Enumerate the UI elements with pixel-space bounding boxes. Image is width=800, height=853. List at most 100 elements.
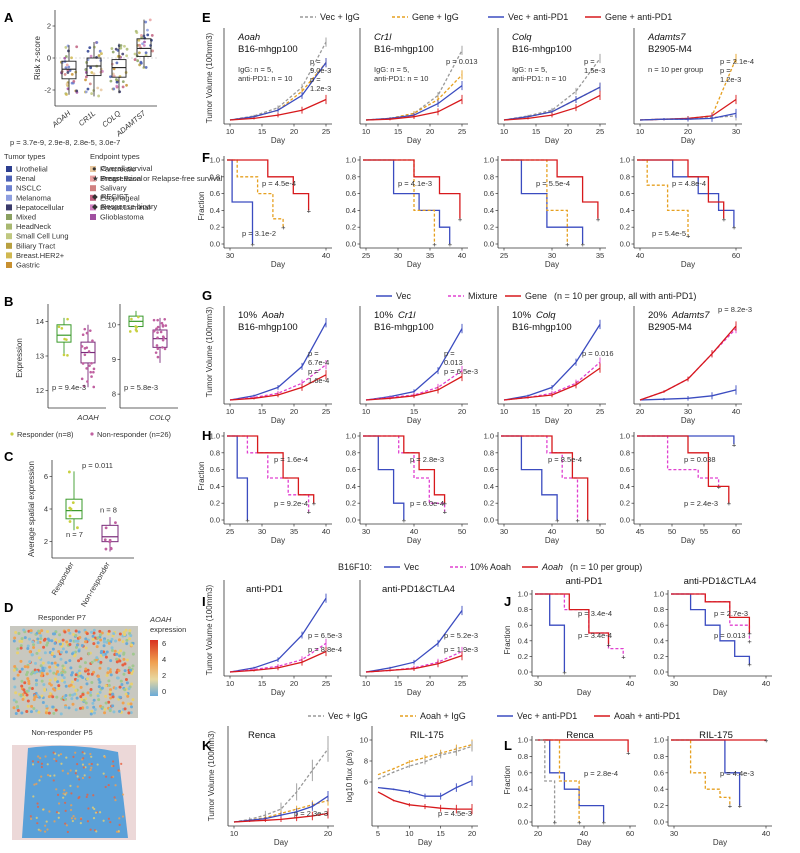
endpoint-symbol: ◆ — [92, 202, 98, 211]
panel-D-spot — [91, 634, 95, 638]
panel-B-point — [160, 321, 164, 325]
panel-F-2-censor-mark: + — [581, 240, 586, 249]
panel-D-spot-nr — [81, 751, 84, 754]
panel-A-point — [86, 49, 90, 53]
panel-A-ytick-label: 2 — [47, 22, 51, 31]
panel-D-spot — [79, 695, 83, 699]
panel-D-spot — [109, 696, 113, 700]
panel-F-3-censor-mark: + — [686, 232, 691, 241]
panel-F-xlabel: Day — [545, 260, 559, 269]
panel-label-B: B — [4, 294, 13, 309]
panel-D-spot — [98, 690, 102, 694]
panel-D-spot — [123, 669, 127, 673]
panel-I-xlabel: Day — [407, 688, 421, 697]
panel-H-2-censor-mark: + — [555, 516, 560, 525]
panel-B-point — [80, 345, 84, 348]
panel-D-spot — [117, 638, 121, 642]
panel-D-spot — [93, 711, 97, 715]
panel-D-spot — [52, 654, 56, 658]
panel-K-ylabel: Tumor Volume (100mm3) — [207, 730, 216, 821]
panel-G-title-gene: Cr1l — [398, 310, 416, 321]
panel-D-spot-nr — [90, 762, 93, 766]
panel-L-1-ytick-label: 0.8 — [654, 752, 664, 761]
panel-D-spot — [65, 640, 69, 644]
panel-D-spot — [121, 701, 125, 705]
panel-K-pval: p = 2.3e-3 — [294, 809, 328, 818]
panel-label-I: I — [202, 594, 206, 609]
panel-D-spot — [69, 666, 73, 670]
panel-D-spot — [45, 672, 49, 676]
panel-D-spot-nr — [90, 766, 93, 769]
panel-D-spot — [126, 702, 130, 706]
panel-D-spot-nr — [102, 819, 105, 822]
panel-D-spot — [121, 640, 125, 644]
panel-D-spot-nr — [36, 802, 39, 805]
panel-F-1-km-curve — [363, 159, 436, 244]
panel-D-spot-nr — [113, 796, 116, 799]
panel-D-spot — [25, 670, 29, 674]
panel-D-spot-nr — [42, 808, 45, 811]
panel-H-ylabel: Fraction — [197, 462, 206, 491]
panel-D-spot — [31, 670, 35, 674]
panel-D-spot — [107, 684, 111, 688]
panel-K-1-xtick-label: 10 — [405, 829, 413, 838]
panel-D-spot-nr — [62, 792, 65, 795]
panel-C-point — [71, 501, 75, 505]
panel-L-0-ytick-label: 0.6 — [518, 768, 528, 777]
panel-D-spot — [14, 691, 18, 695]
panel-H-2-ytick-label: 0.6 — [484, 465, 494, 474]
panel-D-spot — [97, 685, 101, 689]
panel-A-point — [125, 83, 128, 87]
panel-A-point — [119, 46, 123, 50]
endpoint-label: Response binary — [101, 202, 158, 211]
panel-D-spot — [91, 701, 95, 705]
panel-D-spot-nr — [104, 775, 108, 778]
panel-B-point — [83, 327, 87, 331]
panel-G-2-xtick-label: 15 — [532, 407, 540, 416]
panel-G-1-xtick-label: 20 — [458, 407, 466, 416]
panel-D-spot — [26, 704, 30, 708]
panel-H-2-km-curve — [501, 435, 558, 520]
panel-C-ytick-label: 6 — [44, 472, 48, 481]
panel-H-pval: p = 2.4e-3 — [684, 499, 718, 508]
panel-D-spot-nr — [89, 828, 92, 831]
panel-I-legend-label: Vec — [404, 562, 420, 572]
panel-A-ylabel: Risk z-score — [33, 35, 42, 80]
panel-D-spot-nr — [70, 804, 73, 807]
panel-K-legend-label: Vec + anti-PD1 — [517, 711, 577, 721]
panel-D-spot-nr — [104, 785, 107, 789]
panel-E-pval: 1.5e-3 — [584, 66, 605, 75]
panel-E-1-xtick-label: 15 — [394, 127, 402, 136]
panel-A-box — [136, 38, 152, 57]
panel-B-legend-responder: Responder (n=8) — [17, 430, 74, 439]
panel-D-spot — [61, 647, 65, 651]
panel-D-spot-nr — [92, 817, 96, 820]
panel-D-spot — [108, 670, 112, 674]
panel-D-spot — [98, 629, 102, 633]
panel-B-point — [162, 336, 166, 340]
panel-B-ytick-label: 8 — [112, 390, 116, 399]
panel-B-point — [152, 329, 156, 333]
panel-D-spot — [63, 630, 67, 634]
panel-D-spot — [122, 652, 126, 656]
panel-I-0-xtick-label: 10 — [226, 679, 234, 688]
panel-H-3-xtick-label: 50 — [668, 527, 676, 536]
panel-D-spot — [59, 657, 63, 661]
panel-H-3-km-curve — [637, 435, 730, 504]
tumor-type-swatch — [90, 166, 96, 172]
panel-G-title-pct: 20% — [648, 310, 668, 321]
panel-D-spot — [83, 661, 87, 665]
panel-B-ytick-label: 10 — [108, 320, 116, 329]
panel-D-spot — [122, 657, 126, 661]
tumor-type-swatch — [6, 214, 12, 220]
panel-E-pval: p = 0.013 — [446, 57, 478, 66]
panel-D-spot — [59, 650, 63, 654]
panel-D-spot — [45, 704, 49, 708]
panel-A-point — [123, 44, 126, 48]
panel-J-xlabel: Day — [577, 688, 591, 697]
panel-D-spot-nr — [120, 762, 123, 765]
panel-J-0-ytick-label: 0.8 — [518, 605, 528, 614]
tumor-type-swatch — [90, 175, 96, 182]
panel-F-1-ytick-label: 0.6 — [346, 189, 356, 198]
